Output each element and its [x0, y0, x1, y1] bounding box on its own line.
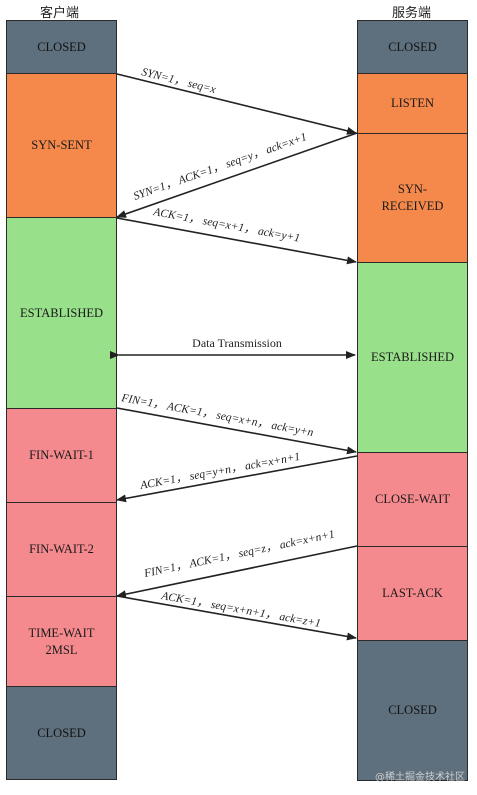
server-state-listen: LISTEN [357, 73, 468, 134]
client-column-title: 客户端 [40, 5, 80, 20]
message-fin-client-label: FIN=1， ACK=1， seq=x+n， ack=y+n [119, 392, 314, 439]
server-column-title: 服务端 [392, 5, 432, 20]
server-state-established: ESTABLISHED [357, 262, 468, 453]
arrow-ack-server [116, 455, 358, 503]
client-state-fin-wait-1: FIN-WAIT-1 [6, 408, 117, 503]
message-syn-label: SYN=1， seq=x [140, 66, 217, 96]
arrow-fin-client [116, 407, 357, 455]
client-state-closed-end: CLOSED [6, 686, 117, 780]
client-state-syn-sent: SYN-SENT [6, 73, 117, 218]
server-state-syn-received: SYN- RECEIVED [357, 133, 468, 263]
message-fin-server-label: FIN=1， ACK=1， seq=z， ack=x+n+1 [142, 528, 336, 580]
message-data-transmission-label: Data Transmission [192, 336, 282, 350]
arrow-syn-ack [116, 132, 358, 218]
client-state-fin-wait-2: FIN-WAIT-2 [6, 502, 117, 597]
watermark: @稀土掘金技术社区 [375, 772, 465, 783]
client-state-closed-start: CLOSED [6, 20, 117, 74]
client-state-established: ESTABLISHED [6, 217, 117, 409]
server-state-closed-start: CLOSED [357, 20, 468, 74]
message-final-ack-label: ACK=1， seq=x+n+1， ack=z+1 [159, 590, 321, 630]
arrow-fin-server [116, 545, 358, 599]
message-syn-ack-label: SYN=1， ACK=1， seq=y， ack=x+1 [132, 131, 308, 203]
arrow-ack [116, 217, 357, 265]
client-state-time-wait: TIME-WAIT 2MSL [6, 596, 117, 687]
server-state-close-wait: CLOSE-WAIT [357, 452, 468, 547]
server-state-last-ack: LAST-ACK [357, 546, 468, 641]
server-state-closed-end: CLOSED [357, 640, 468, 781]
arrow-syn [116, 73, 357, 135]
message-ack-label: ACK=1， seq=x+1， ack=y+1 [151, 206, 300, 245]
arrow-final-ack [116, 595, 357, 641]
